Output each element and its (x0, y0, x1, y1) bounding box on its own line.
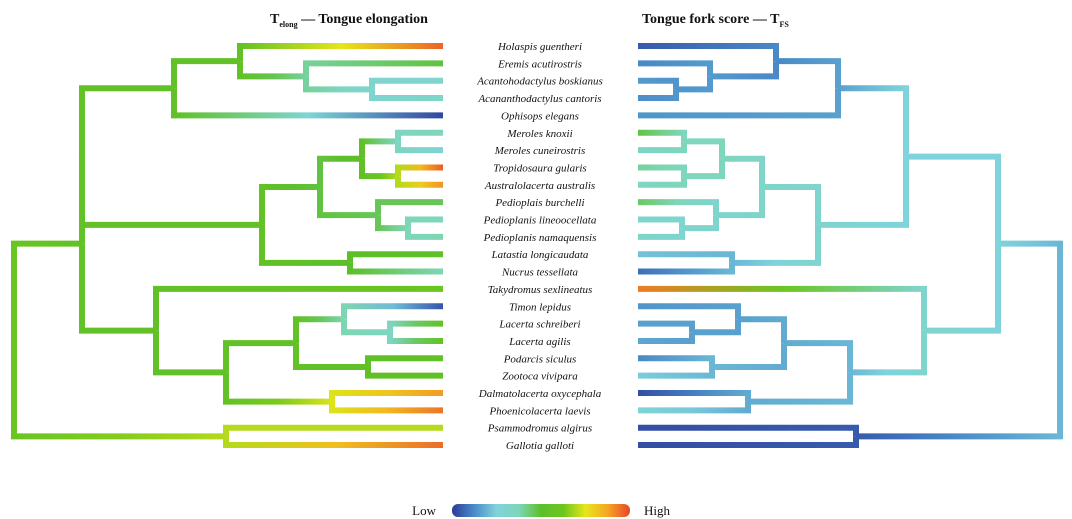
right-title: Tongue fork score — TFS (642, 12, 789, 29)
taxon-label: Meroles knoxii (506, 128, 572, 140)
taxon-label: Meroles cuneirostris (494, 145, 586, 157)
taxon-label: Acantohodactylus boskianus (476, 76, 603, 88)
left-tree (11, 43, 443, 449)
taxon-label: Dalmatolacerta oxycephala (478, 388, 602, 400)
taxon-label: Zootoca vivipara (502, 371, 578, 383)
taxon-label: Acananthodactylus cantoris (477, 93, 601, 105)
taxon-label: Pedioplanis namaquensis (483, 232, 597, 244)
taxon-label: Takydromus sexlineatus (488, 284, 593, 296)
taxon-label: Pedioplanis lineoocellata (483, 215, 597, 227)
taxon-label: Timon lepidus (509, 301, 571, 313)
taxon-label: Australolacerta australis (484, 180, 595, 192)
color-legend: Low High (412, 503, 670, 518)
taxon-label: Phoenicolacerta laevis (488, 405, 590, 417)
legend-colorbar (452, 504, 630, 517)
taxon-label: Nucrus tessellata (501, 267, 579, 279)
taxon-label: Eremis acutirostris (497, 58, 582, 70)
taxon-label: Lacerta agilis (508, 336, 570, 348)
taxon-labels: Holaspis guentheri Eremis acutirostris Aca… (476, 41, 603, 452)
right-tree (638, 43, 1063, 449)
taxon-label: Ophisops elegans (501, 110, 579, 122)
taxon-label: Pedioplais burchelli (494, 197, 584, 209)
taxon-label: Podarcis siculus (503, 353, 577, 365)
left-title: Telong — Tongue elongation (270, 12, 428, 29)
taxon-label: Latastia longicaudata (491, 249, 589, 261)
taxon-label: Holaspis guentheri (497, 41, 582, 53)
legend-low-label: Low (412, 503, 436, 518)
taxon-label: Psammodromus algirus (487, 423, 592, 435)
taxon-label: Lacerta schreiberi (498, 319, 580, 331)
taxon-label: Gallotia galloti (506, 440, 574, 452)
taxon-label: Tropidosaura gularis (493, 162, 586, 174)
legend-high-label: High (644, 503, 671, 518)
